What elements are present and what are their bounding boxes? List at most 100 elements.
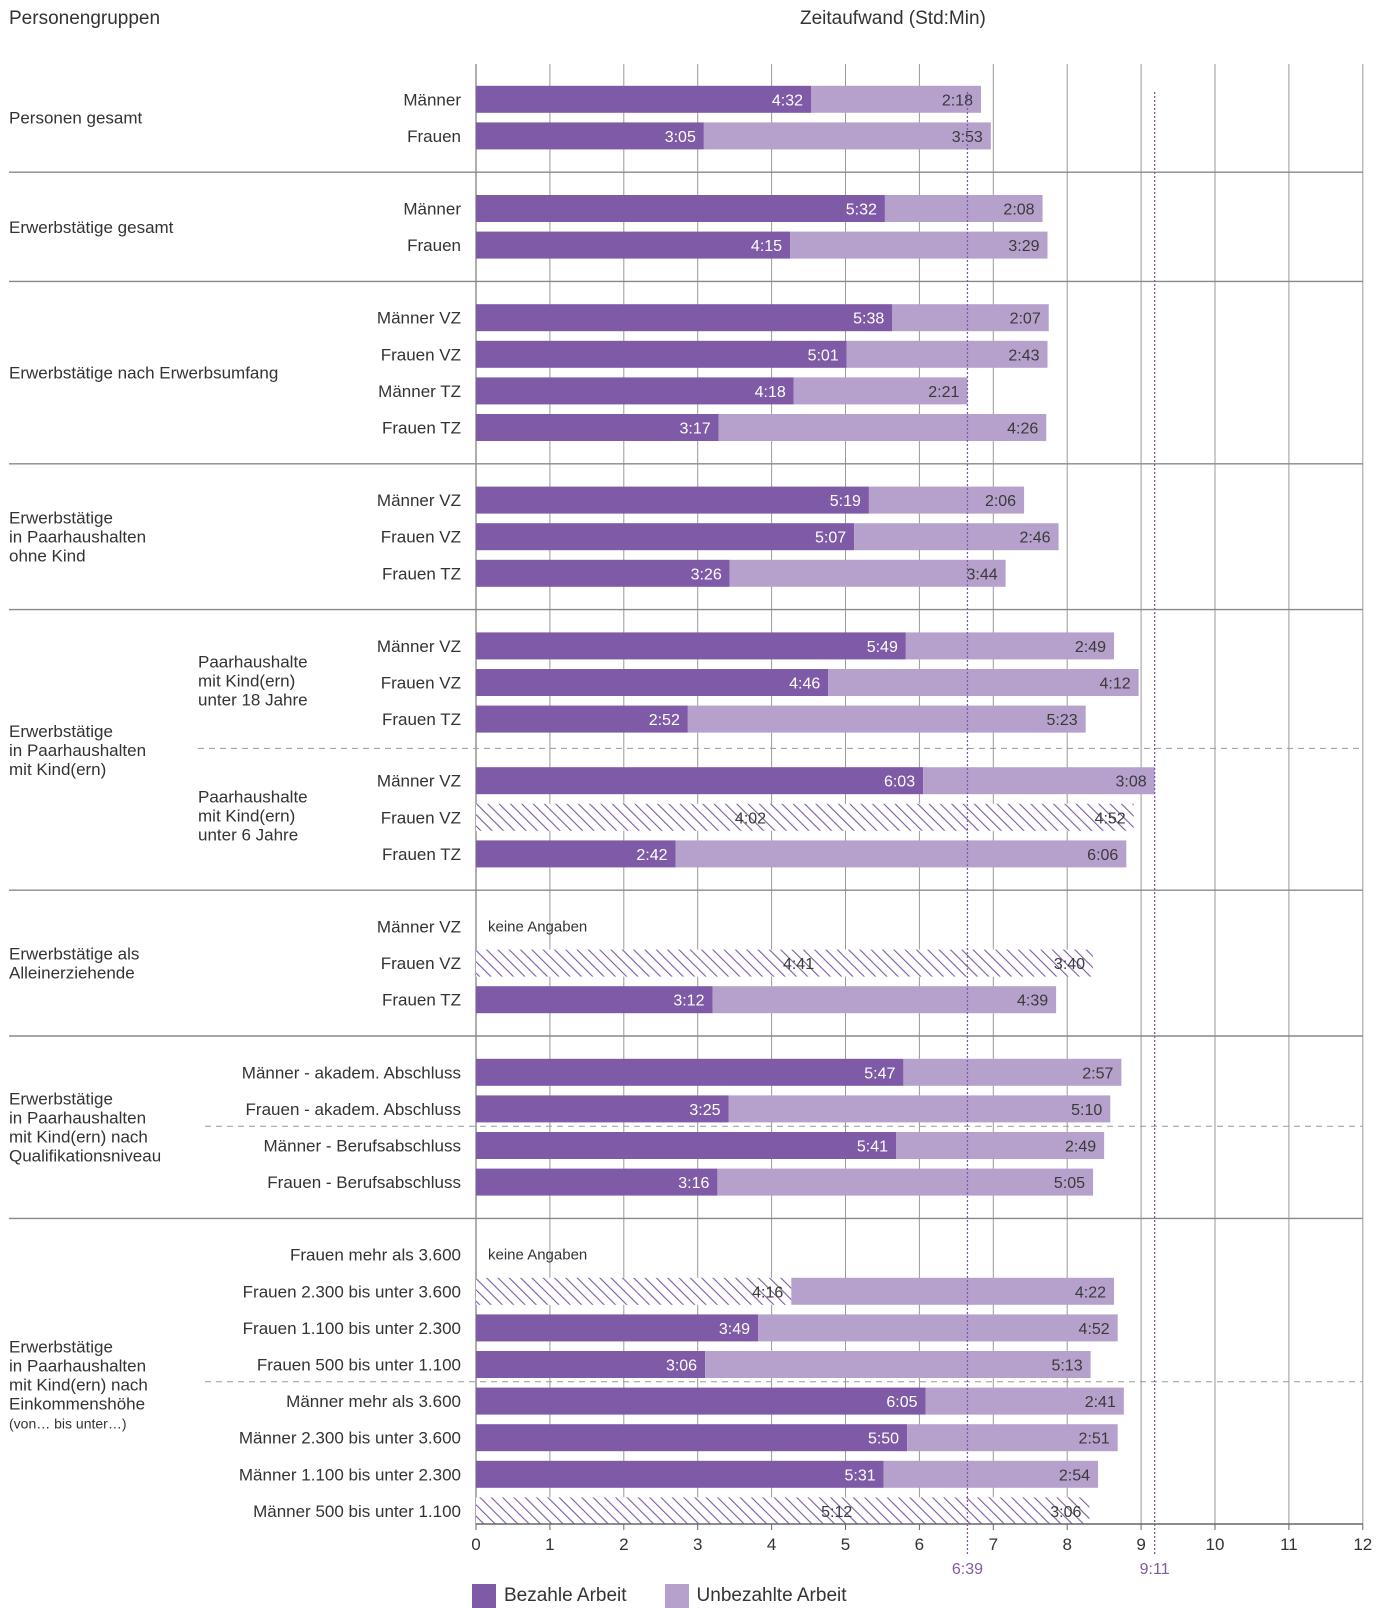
bar-paid (476, 1351, 706, 1378)
bar-unpaid-value: 2:57 (1082, 1065, 1113, 1082)
row-label: Frauen TZ (382, 845, 461, 864)
bar-paid-value: 5:38 (853, 311, 884, 328)
group-label: Erwerbstätige in Paarhaushalten mit Kind(e… (9, 722, 146, 779)
reference-line-label: 6:39 (952, 1561, 983, 1578)
bar-unpaid (728, 1095, 1111, 1123)
legend-item-unpaid: Unbezahlte Arbeit (664, 1584, 847, 1608)
legend-swatch-paid (472, 1584, 496, 1608)
group-sublabel: (von… bis unter…) (9, 1415, 126, 1431)
bar-paid (476, 632, 906, 660)
bar-paid (476, 803, 775, 831)
bar-unpaid (903, 1058, 1122, 1086)
bar-paid (476, 1424, 908, 1452)
row-label: Männer 1.100 bis unter 2.300 (239, 1465, 461, 1484)
bar-unpaid-value: 2:51 (1079, 1431, 1110, 1448)
bar-paid (476, 85, 812, 113)
row-label: Frauen - akadem. Abschluss (246, 1100, 461, 1119)
row-label: Frauen TZ (382, 419, 461, 438)
bar-paid (476, 1497, 861, 1525)
bar-paid-value: 5:31 (845, 1467, 876, 1484)
x-tick-label: 6 (915, 1535, 924, 1554)
row-label: Männer VZ (377, 491, 461, 510)
bar-paid (476, 523, 855, 551)
bar-paid (476, 195, 885, 222)
bar-unpaid (793, 377, 968, 405)
bar-paid-value: 4:02 (735, 810, 766, 827)
bar-paid (476, 1168, 718, 1196)
bar-paid-value: 3:16 (678, 1175, 709, 1192)
bar-unpaid-value: 4:52 (1079, 1321, 1110, 1338)
row-label: Männer VZ (377, 918, 461, 937)
bar-paid-value: 6:03 (884, 774, 915, 791)
bar-paid-value: 3:05 (665, 129, 696, 146)
row-label: Frauen - Berufsabschluss (267, 1173, 461, 1192)
bar-unpaid-value: 2:41 (1085, 1394, 1116, 1411)
bar-unpaid (907, 1424, 1118, 1452)
bar-unpaid (860, 1497, 1090, 1525)
x-tick-label: 0 (471, 1535, 480, 1554)
x-tick-label: 9 (1136, 1535, 1145, 1554)
bar-paid-value: 5:12 (821, 1504, 852, 1521)
bar-unpaid (883, 1460, 1098, 1488)
row-label: Männer - akadem. Abschluss (242, 1063, 461, 1082)
bar-paid (476, 559, 730, 587)
bar-unpaid (703, 122, 991, 150)
legend-swatch-unpaid (664, 1584, 689, 1608)
x-tick-label: 10 (1206, 1535, 1225, 1554)
bar-paid (476, 986, 713, 1014)
bar-unpaid-value: 2:54 (1059, 1467, 1090, 1484)
row-label: Frauen TZ (382, 710, 461, 729)
bar-paid (476, 705, 688, 733)
x-axis: 0 1 2 3 4 5 6 7 8 9 10 11 12 (471, 1523, 1372, 1554)
bar-unpaid (925, 1387, 1124, 1415)
x-tick-label: 4 (767, 1535, 776, 1554)
legend-label-paid: Bezahle Arbeit (504, 1585, 627, 1606)
bar-unpaid (758, 1314, 1118, 1342)
bar-paid (476, 304, 893, 332)
no-data-note: keine Angaben (488, 1247, 587, 1264)
bar-paid-value: 3:26 (691, 566, 722, 583)
bar-paid-value: 5:47 (864, 1065, 895, 1082)
x-tick-label: 5 (841, 1535, 850, 1554)
bar-unpaid-value: 5:05 (1054, 1175, 1085, 1192)
x-tick-label: 1 (545, 1535, 554, 1554)
row-label: Frauen (407, 127, 461, 146)
bar-unpaid (790, 231, 1048, 259)
bar-unpaid (675, 840, 1127, 868)
group-label: Personen gesamt (9, 109, 143, 128)
header-personengruppen: Personengruppen (9, 8, 161, 29)
bar-unpaid-value: 2:07 (1010, 311, 1041, 328)
bar-paid (476, 1460, 884, 1488)
bar-unpaid (822, 949, 1094, 977)
bar-unpaid-value: 3:06 (1050, 1504, 1081, 1521)
bar-paid-value: 5:19 (830, 493, 861, 510)
legend: Bezahle Arbeit Unbezahlte Arbeit (472, 1584, 885, 1608)
x-tick-label: 11 (1280, 1535, 1298, 1554)
row-label: Frauen VZ (381, 528, 461, 547)
row-label: Frauen 500 bis unter 1.100 (257, 1356, 461, 1375)
group-label: Erwerbstätige gesamt (9, 218, 174, 237)
x-tick-label: 3 (693, 1535, 702, 1554)
bar-paid (476, 1387, 926, 1415)
bar-paid (476, 486, 869, 514)
bar-unpaid-value: 5:13 (1051, 1358, 1082, 1375)
bar-unpaid-value: 5:23 (1047, 712, 1078, 729)
row-label: Frauen 1.100 bis unter 2.300 (243, 1319, 461, 1338)
row-label: Frauen VZ (381, 808, 461, 827)
x-tick-label: 8 (1062, 1535, 1071, 1554)
bar-paid-value: 6:05 (886, 1394, 917, 1411)
bar-paid (476, 949, 823, 977)
row-label: Frauen (407, 236, 461, 255)
bar-unpaid-value: 2:08 (1003, 202, 1034, 219)
bar-unpaid-value: 3:08 (1116, 774, 1147, 791)
row-label: Männer - Berufsabschluss (264, 1137, 461, 1156)
row-label: Männer mehr als 3.600 (286, 1392, 461, 1411)
x-tick-label: 2 (619, 1535, 628, 1554)
bar-paid (476, 1277, 792, 1305)
row-label: Männer VZ (377, 772, 461, 791)
bar-paid-value: 4:16 (752, 1284, 783, 1301)
bar-unpaid-value: 3:44 (966, 566, 997, 583)
bar-paid-value: 5:41 (857, 1139, 888, 1156)
bar-unpaid-value: 2:06 (985, 493, 1016, 510)
row-label: Frauen VZ (381, 674, 461, 693)
